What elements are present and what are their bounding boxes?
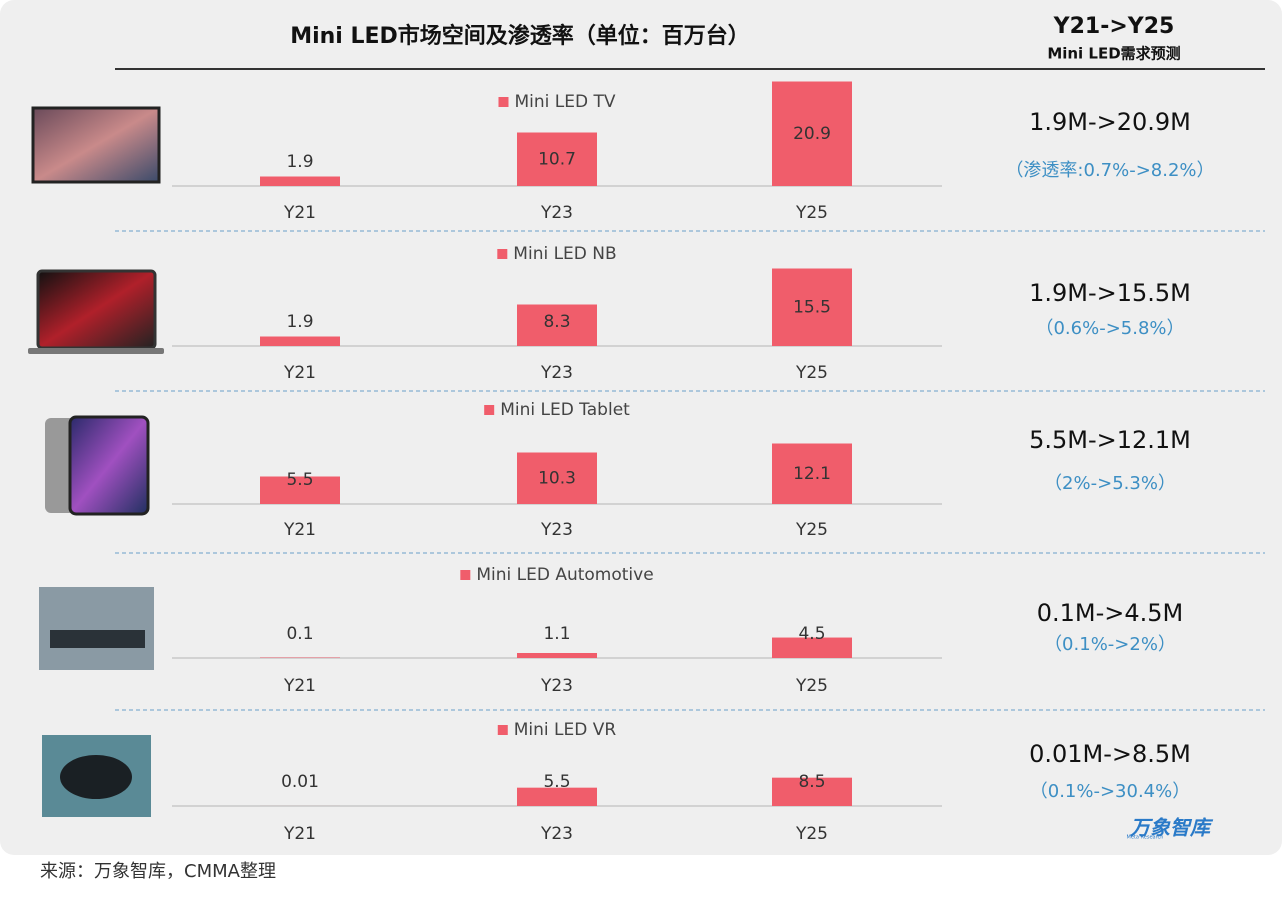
x-tick-label: Y21 <box>283 203 316 223</box>
value-label: 1.9 <box>286 152 313 172</box>
legend-swatch <box>497 249 508 259</box>
value-label: 4.5 <box>798 624 825 644</box>
main-title: Mini LED市场空间及渗透率（单位：百万台） <box>290 23 750 49</box>
forecast-range: 1.9M->20.9M <box>1029 108 1191 136</box>
value-label: 5.5 <box>286 470 313 490</box>
car-image <box>39 587 154 670</box>
product-images <box>28 106 164 817</box>
bar <box>517 132 597 186</box>
x-tick-label: Y25 <box>795 363 828 383</box>
forecast-penetration: （0.6%->5.8%） <box>1035 318 1184 339</box>
forecast-range: 5.5M->12.1M <box>1029 426 1191 454</box>
forecast-range: 1.9M->15.5M <box>1029 279 1191 307</box>
bar <box>517 304 597 346</box>
legend-swatch <box>460 570 471 580</box>
series-label: Mini LED Tablet <box>500 400 630 420</box>
forecast-title: Y21->Y25 <box>1053 14 1175 39</box>
forecast-penetration: （2%->5.3%） <box>1044 473 1176 494</box>
forecast-penetration: （0.1%->2%） <box>1044 634 1176 655</box>
tv-image <box>31 106 161 184</box>
panel <box>0 0 1282 855</box>
value-label: 0.01 <box>281 772 319 792</box>
x-tick-label: Y23 <box>540 363 573 383</box>
bar <box>772 777 852 806</box>
x-tick-label: Y25 <box>795 676 828 696</box>
x-tick-label: Y25 <box>795 824 828 844</box>
bar <box>260 336 340 346</box>
bar <box>772 637 852 658</box>
bar <box>517 653 597 658</box>
series-label: Mini LED NB <box>513 244 616 264</box>
value-label: 20.9 <box>793 124 831 144</box>
value-label: 10.7 <box>538 149 576 169</box>
value-label: 8.3 <box>543 312 570 332</box>
bar <box>260 476 340 504</box>
forecast-subtitle: Mini LED需求预测 <box>1047 45 1180 63</box>
value-label: 15.5 <box>793 297 831 317</box>
laptop-base <box>28 348 164 354</box>
x-tick-label: Y21 <box>283 520 316 540</box>
legend-swatch <box>498 97 509 107</box>
forecast-range: 0.1M->4.5M <box>1037 599 1184 627</box>
bar <box>517 787 597 806</box>
series-label: Mini LED VR <box>514 720 617 740</box>
tablet-image <box>68 415 150 516</box>
forecast-penetration: （0.1%->30.4%） <box>1030 781 1191 802</box>
car-dash <box>50 630 145 648</box>
x-tick-label: Y23 <box>540 203 573 223</box>
value-label: 10.3 <box>538 468 576 488</box>
x-tick-label: Y21 <box>283 676 316 696</box>
legend-swatch <box>484 405 495 415</box>
bar <box>772 268 852 346</box>
bar <box>772 443 852 504</box>
x-tick-label: Y21 <box>283 363 316 383</box>
value-label: 1.1 <box>543 624 570 644</box>
series-label: Mini LED Automotive <box>476 565 653 585</box>
source: 来源：万象智库，CMMA整理 <box>40 861 276 882</box>
value-label: 12.1 <box>793 464 831 484</box>
x-tick-label: Y21 <box>283 824 316 844</box>
series-label: Mini LED TV <box>514 92 615 112</box>
logo-sub: Meta Research <box>1127 835 1164 841</box>
x-tick-label: Y23 <box>540 520 573 540</box>
legend-swatch <box>497 725 508 735</box>
value-label: 0.1 <box>286 624 313 644</box>
bar <box>517 452 597 504</box>
vr-headset <box>60 755 132 799</box>
x-tick-label: Y25 <box>795 203 828 223</box>
forecast-penetration: （渗透率:0.7%->8.2%） <box>1005 160 1214 181</box>
x-tick-label: Y23 <box>540 676 573 696</box>
x-tick-label: Y25 <box>795 520 828 540</box>
value-label: 8.5 <box>798 772 825 792</box>
forecast-range: 0.01M->8.5M <box>1029 740 1191 768</box>
laptop-image <box>36 269 157 350</box>
value-label: 5.5 <box>543 772 570 792</box>
separators <box>115 230 1265 711</box>
value-label: 1.9 <box>286 312 313 332</box>
bar <box>772 81 852 186</box>
x-tick-label: Y23 <box>540 824 573 844</box>
bar <box>260 176 340 186</box>
logo: 万象智库 <box>1129 816 1214 840</box>
